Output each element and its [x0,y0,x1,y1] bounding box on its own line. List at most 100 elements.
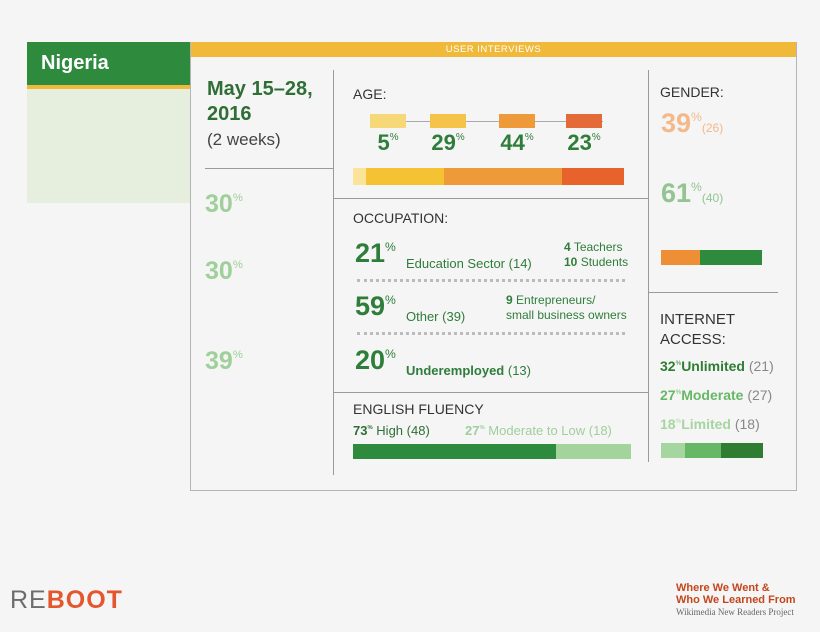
internet-label: Moderate [681,387,744,403]
percent: 27 [465,423,480,438]
percent: 30 [205,190,233,218]
note-text: Teachers [573,240,623,254]
percent-sign: % [385,347,396,361]
footer-caption: Where We Went & [676,582,770,594]
dotted-rule [357,332,625,335]
percent: 61 [661,178,692,208]
fluency-text: Moderate to Low [488,423,586,438]
percent-sign: % [232,349,243,361]
bar-segment [684,443,721,458]
location-percent: 30% [205,190,243,219]
note-number: 10 [564,255,578,269]
fluency-label: 27% Moderate to Low (18) [465,423,612,438]
note-text: small business owners [506,308,627,322]
logo-part: BOOT [46,586,123,614]
percent: 44 [500,130,525,155]
gender-percent: 39%(26) [661,108,723,139]
percent-sign: % [524,132,534,143]
bar-segment [444,168,563,185]
stats-panel [27,89,190,203]
gender-count: (26) [701,121,724,135]
age-percent: 29% [418,130,478,156]
percent: 39 [661,108,692,138]
percent: 59 [355,291,386,321]
fluency-count: (18) [588,423,612,438]
occupation-percent: 21% [355,238,396,269]
dotted-rule [357,279,625,282]
section-title: OCCUPATION: [353,210,449,226]
percent: 73 [353,423,368,438]
age-range [370,114,406,128]
divider [333,392,648,393]
percent-sign: % [591,132,601,143]
footer-caption: Who We Learned From [676,594,796,606]
percent: 23 [567,130,592,155]
occupation-label: Other [406,309,439,324]
header-title: USER INTERVIEWS [445,44,542,55]
divider [648,292,778,293]
occupation-note: 10 Students [564,255,628,269]
occupation-detail: Education Sector (14) [406,256,532,271]
bar-segment [720,443,763,458]
percent-sign: % [232,259,243,271]
duration: (2 weeks) [207,130,281,149]
percent-sign: % [367,425,373,431]
percent-sign: % [691,110,702,124]
bar-segment [700,250,762,265]
occupation-detail: Underemployed (13) [406,363,531,378]
section-title: INTERNET ACCESS: [660,311,735,348]
occupation-label: Education Sector [406,256,506,271]
percent: 20 [355,345,386,375]
logo-part: RE [10,586,47,614]
divider [333,198,648,199]
percent-sign: % [232,192,243,204]
bar-segment [366,168,445,185]
age-range [566,114,602,128]
footer-project: Wikimedia New Readers Project [676,607,794,617]
percent-sign: % [479,425,485,431]
note-number: 9 [506,293,513,307]
percent-sign: % [691,180,702,194]
age-connector [370,121,603,122]
occupation-count: (39) [442,309,466,324]
internet-count: (18) [734,416,760,432]
location-percent: 39% [205,347,243,376]
percent: 39 [205,347,233,375]
note-number: 4 [564,240,571,254]
internet-label: Limited [681,416,731,432]
percent: 21 [355,238,386,268]
bar-segment [562,168,624,185]
bar-segment [353,444,556,459]
fluency-count: (48) [406,423,430,438]
country-band [27,42,190,85]
country-rule [27,85,190,89]
age-percent: 44% [487,130,547,156]
fluency-label: 73% High (48) [353,423,430,438]
percent: 18 [660,416,676,432]
bar-segment [661,443,685,458]
occupation-count: (14) [508,256,532,271]
percent: 32 [660,358,676,374]
percent: 29 [431,130,456,155]
age-percent: 5% [358,130,418,156]
percent-sign: % [675,418,682,425]
occupation-note: 4 Teachers [564,240,623,254]
section-title: AGE: [353,86,387,102]
logo: REBOOT [10,586,123,615]
divider [333,70,334,475]
percent-sign: % [385,240,396,254]
age-percent: 23% [554,130,614,156]
divider [648,70,649,462]
note-text: Students [580,255,629,269]
section-title: GENDER: [660,84,724,100]
fluency-text: High [376,423,404,438]
occupation-label: Underemployed [406,363,505,378]
gender-count: (40) [701,191,724,205]
location-percent: 30% [205,257,243,286]
occupation-detail: Other (39) [406,309,465,324]
percent: 5 [377,130,390,155]
percent-sign: % [675,360,682,367]
percent-sign: % [389,132,399,143]
percent-sign: % [675,389,682,396]
